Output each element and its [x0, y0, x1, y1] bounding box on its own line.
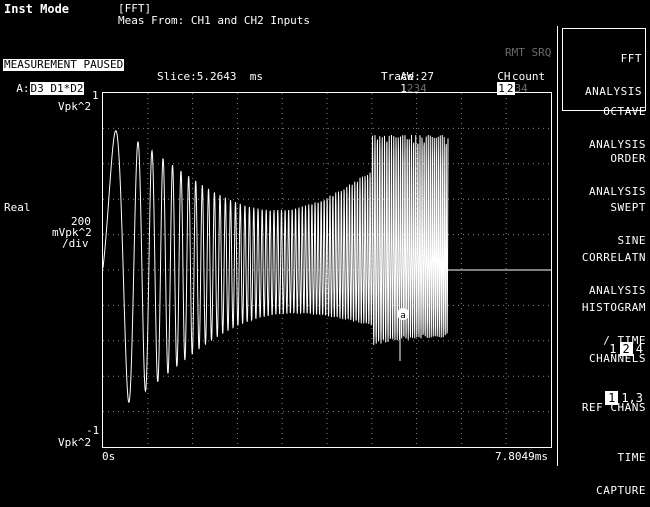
- softkey-line2: ANALYSIS: [589, 185, 646, 198]
- trace-display[interactable]: a: [102, 92, 552, 448]
- aw-channel-1: 1: [400, 82, 407, 95]
- softkey-line2: SINE: [617, 234, 646, 247]
- channels-option-2-selected[interactable]: 2: [619, 342, 633, 356]
- softkey-octave-analysis[interactable]: OCTAVE ANALYSIS: [562, 84, 646, 161]
- softkey-line1: TIME: [617, 451, 646, 464]
- ch-channel-3: 3: [514, 82, 522, 95]
- waveform-path: [103, 130, 449, 403]
- aw-channel-4: 4: [420, 82, 427, 95]
- softkey-line1: FFT: [620, 52, 642, 65]
- waveform-trace: [103, 130, 551, 403]
- softkey-swept-sine[interactable]: SWEPT SINE: [562, 180, 646, 257]
- softkey-line1: HISTOGRAM: [581, 301, 646, 314]
- softkey-line1: CORRELATN: [581, 251, 646, 264]
- trace-id-prefix: A:: [16, 82, 30, 95]
- softkey-channels[interactable]: CHANNELS: [562, 331, 646, 375]
- scale-unit: mVpk^2: [52, 226, 92, 239]
- slice-readout: Slice:5.2643 ms: [157, 70, 263, 83]
- y-bottom-unit: Vpk^2: [58, 436, 92, 449]
- softkey-line1: ORDER: [610, 152, 646, 165]
- channels-option-4[interactable]: 4: [635, 342, 643, 356]
- softkey-line2: / TIME: [603, 334, 646, 347]
- ref-chans-option-1-selected[interactable]: 1: [605, 391, 619, 405]
- softkey-fft-analysis[interactable]: FFT ANALYSIS: [562, 28, 646, 111]
- ref-chans-option-1-3[interactable]: 1,3: [621, 391, 643, 405]
- softkey-ref-chans[interactable]: REF CHANS: [562, 380, 646, 424]
- trace-readout: Trace:27: [381, 70, 434, 83]
- trace-id-value: D3 D1*D2: [29, 82, 85, 95]
- graticule: [103, 93, 551, 447]
- ch-channel-2: 2: [505, 82, 515, 95]
- softkey-line2: ANALYSIS: [585, 85, 642, 98]
- aw-channel-3: 3: [413, 82, 421, 95]
- softkey-time-capture[interactable]: TIME CAPTURE: [562, 430, 646, 507]
- softkey-line1: SWEPT: [610, 201, 646, 214]
- softkey-line2: CAPTURE: [596, 484, 646, 497]
- marker-icon: [397, 308, 409, 320]
- trace-id: A:D3 D1*D2: [3, 71, 85, 95]
- meas-from-text: Meas From: CH1 and CH2 Inputs: [118, 14, 311, 27]
- inst-mode-value: [FFT]: [118, 2, 152, 15]
- softkey-correlatn-analysis[interactable]: CORRELATN ANALYSIS: [562, 230, 646, 307]
- softkey-order-analysis[interactable]: ORDER ANALYSIS: [562, 131, 646, 208]
- ch-channel-4: 4: [521, 82, 528, 95]
- scale-per-div: /div: [62, 237, 89, 250]
- ch-label: CH: [497, 70, 511, 83]
- y-top-value: 1: [92, 89, 99, 102]
- marker-label: a: [400, 311, 405, 321]
- aw-indicator: AW 1234: [387, 59, 427, 95]
- softkey-line1: OCTAVE: [603, 105, 646, 118]
- trace-plot: a: [103, 93, 551, 447]
- inst-mode-label: Inst Mode: [4, 2, 70, 16]
- channels-option-1[interactable]: 1: [609, 342, 617, 356]
- status-badge: MEASUREMENT PAUSED: [3, 58, 125, 71]
- ch-indicator: CH 1 234: [484, 59, 528, 95]
- ref-chans-options[interactable]: 1 1,3: [562, 391, 646, 405]
- rmt-srq-indicator: RMT SRQ: [505, 46, 552, 59]
- softkey-line2: ANALYSIS: [589, 284, 646, 297]
- y-bottom-value: -1: [86, 424, 100, 437]
- softkey-divider: [557, 26, 558, 466]
- softkey-histogram-time[interactable]: HISTOGRAM / TIME: [562, 280, 646, 357]
- ch-channel-1: 1: [497, 82, 506, 95]
- y-top-unit: Vpk^2: [58, 100, 92, 113]
- scale-value: 200: [71, 215, 91, 228]
- count-readout: count: [512, 70, 546, 83]
- trace-format-label: Real: [4, 201, 31, 214]
- marker[interactable]: a: [397, 308, 409, 361]
- softkey-line2: ANALYSIS: [589, 138, 646, 151]
- x-start-label: 0s: [102, 450, 116, 463]
- aw-label: AW: [400, 70, 414, 83]
- aw-channel-2: 2: [406, 82, 414, 95]
- softkey-line1: CHANNELS: [589, 352, 646, 365]
- x-end-label: 7.8049ms: [495, 450, 548, 463]
- softkey-line1: REF CHANS: [581, 401, 646, 414]
